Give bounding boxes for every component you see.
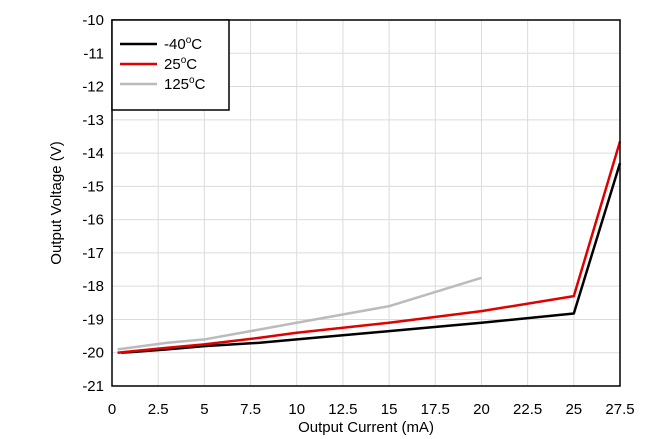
y-tick-label: -11	[83, 45, 104, 62]
legend: -40oC 25oC 125oC	[111, 19, 230, 111]
series-line-3	[117, 276, 482, 351]
y-tick-label: -15	[82, 178, 104, 195]
y-tick-label: -17	[82, 245, 104, 262]
x-tick-label: 7.5	[240, 401, 261, 418]
y-tick-label: -19	[82, 311, 104, 328]
gridlines	[112, 20, 620, 386]
legend-label-2: 25oC	[164, 55, 197, 73]
x-tick-label: 5	[200, 401, 208, 418]
y-tick-label: -12	[82, 79, 104, 96]
y-tick-label: -18	[82, 278, 104, 295]
legend-label-3: 125oC	[164, 75, 206, 93]
y-tick-label: -21	[82, 378, 104, 395]
y-tick-label: -16	[82, 212, 104, 229]
x-tick-label: 2.5	[148, 401, 169, 418]
y-tick-label: -14	[82, 145, 104, 162]
series-line-1	[121, 162, 622, 354]
y-tick-label: -20	[82, 345, 104, 362]
y-tick-label: -13	[82, 112, 104, 129]
legend-label-1: -40oC	[164, 35, 202, 53]
x-tick-label: 10	[288, 401, 305, 418]
y-tick-label: -10	[82, 12, 104, 29]
x-tick-label: 12.5	[328, 401, 357, 418]
x-tick-label: 20	[473, 401, 490, 418]
plot-frame	[111, 19, 621, 387]
series-lines	[117, 141, 622, 354]
x-tick-label: 25	[565, 401, 582, 418]
x-tick-label: 0	[108, 401, 116, 418]
x-tick-label: 22.5	[513, 401, 542, 418]
x-tick-label: 17.5	[421, 401, 450, 418]
y-tick-labels: -21 -20 -19 -18 -17 -16 -15 -14 -13 -12 -11 -10	[82, 12, 104, 395]
x-tick-label: 15	[381, 401, 398, 418]
series-line-2	[117, 141, 622, 354]
y-axis-title: Output Voltage (V)	[48, 141, 65, 264]
x-tick-labels: 0 2.5 5 7.5 10 12.5 15 17.5 20 22.5 25 27.5	[108, 401, 635, 418]
x-axis-title: Output Current (mA)	[298, 419, 434, 436]
x-tick-label: 27.5	[605, 401, 634, 418]
